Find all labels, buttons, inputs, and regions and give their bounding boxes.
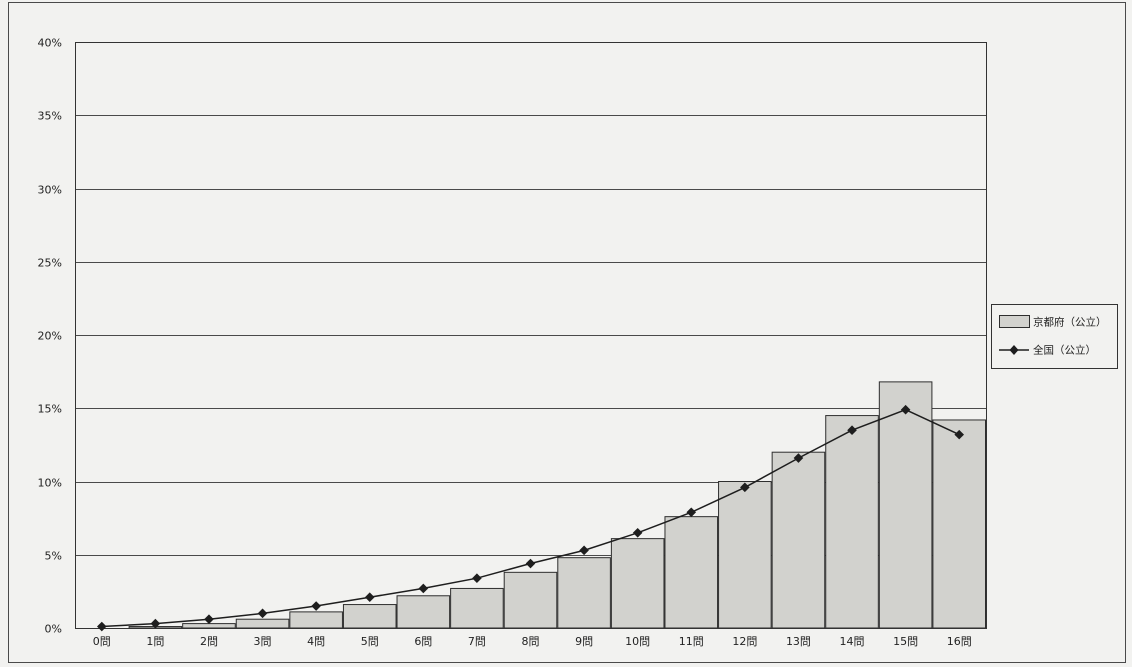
line-marker-15 (900, 404, 911, 415)
x-tick-label-2: 2問 (200, 635, 218, 648)
line-marker-6 (418, 583, 429, 594)
x-tick-label-8: 8問 (522, 635, 540, 648)
bar-6 (396, 595, 451, 629)
legend-box (991, 304, 1118, 369)
bar-5 (342, 604, 397, 629)
diamond-marker-icon (1009, 345, 1019, 355)
plot-area-border (75, 42, 987, 629)
line-marker-7 (472, 573, 482, 583)
x-tick-label-9: 9問 (575, 635, 593, 648)
bar-9 (557, 557, 611, 629)
bar-11 (664, 516, 719, 629)
x-tick-label-0: 0問 (93, 635, 111, 648)
y-tick-label-6: 30% (38, 184, 62, 197)
x-tick-label-5: 5問 (361, 635, 379, 648)
bar-8 (503, 571, 558, 629)
y-axis-tick-labels: 0% 5% 10% 15% 20% 25% 30% 35% 40% (38, 37, 62, 636)
x-tick-label-14: 14問 (840, 635, 865, 648)
y-tick-label-5: 25% (38, 257, 62, 270)
x-tick-label-3: 3問 (254, 635, 272, 648)
y-tick-label-7: 35% (38, 110, 62, 123)
y-tick-label-1: 5% (45, 550, 62, 563)
bar-3 (235, 618, 290, 629)
line-marker-2 (204, 614, 214, 625)
line-marker-16 (954, 429, 965, 440)
line-marker-12 (740, 482, 750, 493)
bar-13 (771, 451, 826, 629)
x-tick-label-10: 10問 (625, 635, 650, 648)
bar-12 (718, 481, 772, 629)
legend-label-bar: 京都府（公立） (1033, 316, 1107, 329)
line-series (96, 404, 965, 632)
x-axis-tick-labels: 0問 1問 2問 3問 4問 5問 6問 7問 8問 9問 10問 11問 12問 13問 14問 15問 16… (93, 635, 972, 648)
line-marker-9 (579, 545, 589, 556)
bar-15 (878, 381, 933, 629)
bar-16 (932, 419, 986, 629)
x-tick-label-4: 4問 (307, 635, 325, 648)
x-tick-label-11: 11問 (679, 635, 704, 648)
line-marker-0 (96, 621, 107, 632)
legend-swatch-bar (999, 315, 1030, 328)
y-tick-label-8: 40% (38, 37, 62, 50)
line-marker-11 (686, 507, 697, 518)
line-marker-10 (632, 527, 643, 538)
line-marker-5 (364, 592, 375, 603)
y-tick-label-0: 0% (45, 623, 62, 636)
legend-label-line: 全国（公立） (1033, 344, 1096, 357)
line-marker-8 (525, 558, 536, 569)
line-marker-3 (257, 608, 268, 619)
line-marker-4 (311, 601, 321, 611)
legend: 京都府（公立） 全国（公立） (991, 304, 1118, 369)
x-tick-label-13: 13問 (786, 635, 811, 648)
x-tick-label-6: 6問 (414, 635, 432, 648)
y-tick-label-3: 15% (38, 403, 62, 416)
line-marker-13 (793, 453, 804, 463)
bar-4 (289, 611, 343, 629)
x-tick-label-12: 12問 (732, 635, 757, 648)
line-marker-14 (847, 425, 857, 436)
y-tick-label-2: 10% (38, 477, 62, 490)
bar-10 (610, 538, 665, 629)
bar-series (128, 381, 986, 629)
y-tick-label-4: 20% (38, 330, 62, 343)
x-tick-label-16: 16問 (947, 635, 972, 648)
bar-7 (450, 587, 504, 629)
bar-2 (182, 623, 236, 629)
x-tick-label-1: 1問 (146, 635, 164, 648)
line-marker-1 (150, 618, 161, 629)
bar-14 (825, 415, 879, 629)
x-tick-label-7: 7問 (468, 635, 486, 648)
x-tick-label-15: 15問 (893, 635, 918, 648)
